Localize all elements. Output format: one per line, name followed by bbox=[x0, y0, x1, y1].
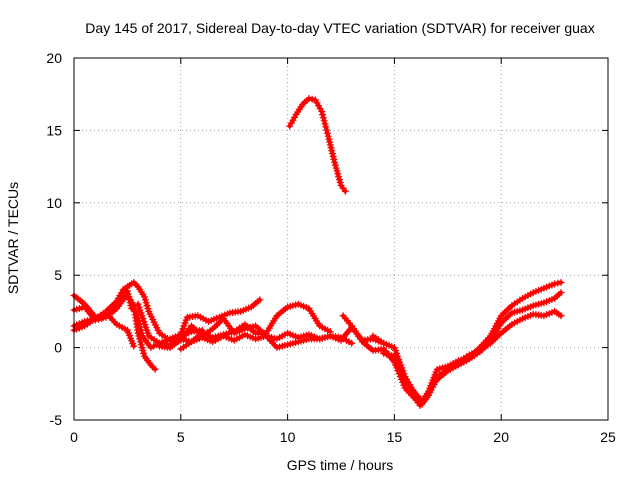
data-point-marker bbox=[557, 289, 565, 297]
data-point-marker bbox=[305, 95, 313, 103]
data-point-marker bbox=[136, 323, 144, 331]
data-point-marker bbox=[341, 187, 349, 195]
data-point-marker bbox=[134, 314, 142, 322]
y-tick-label: 5 bbox=[54, 267, 62, 283]
axis-ticks: 0 5 10 15 20 25 -5 0 5 10 15 20 bbox=[46, 50, 616, 445]
data-point-marker bbox=[554, 279, 562, 287]
data-point-marker bbox=[133, 310, 141, 318]
x-tick-label: 25 bbox=[600, 429, 616, 445]
series-s11 bbox=[380, 278, 565, 405]
series-s8 bbox=[286, 95, 349, 195]
data-point-marker bbox=[319, 114, 327, 122]
y-axis-label: SDTVAR / TECUs bbox=[5, 182, 21, 294]
x-tick-label: 20 bbox=[493, 429, 509, 445]
series-s7 bbox=[155, 331, 356, 352]
data-series bbox=[70, 95, 565, 410]
data-point-marker bbox=[130, 342, 138, 350]
data-point-marker bbox=[551, 280, 559, 288]
data-point-marker bbox=[319, 111, 327, 119]
y-tick-label: -5 bbox=[50, 412, 63, 428]
data-point-marker bbox=[323, 129, 331, 137]
x-tick-label: 10 bbox=[280, 429, 296, 445]
x-axis-label: GPS time / hours bbox=[287, 457, 394, 473]
data-point-marker bbox=[321, 120, 329, 128]
data-point-marker bbox=[135, 320, 143, 328]
data-point-marker bbox=[138, 329, 146, 337]
data-point-marker bbox=[320, 117, 328, 125]
data-point-marker bbox=[322, 123, 330, 131]
x-tick-label: 0 bbox=[70, 429, 78, 445]
x-tick-label: 5 bbox=[177, 429, 185, 445]
data-point-marker bbox=[323, 126, 331, 134]
data-point-marker bbox=[151, 365, 159, 373]
data-point-marker bbox=[132, 307, 140, 315]
data-point-marker bbox=[134, 317, 142, 325]
grid-lines bbox=[74, 58, 608, 420]
data-point-marker bbox=[348, 339, 356, 347]
series-s9 bbox=[339, 289, 565, 410]
x-tick-label: 15 bbox=[387, 429, 403, 445]
data-point-marker bbox=[557, 278, 565, 286]
data-point-marker bbox=[318, 108, 326, 116]
y-tick-label: 10 bbox=[46, 195, 62, 211]
series-s4 bbox=[70, 309, 138, 350]
y-tick-label: 20 bbox=[46, 50, 62, 66]
data-point-marker bbox=[256, 296, 264, 304]
chart-title: Day 145 of 2017, Sidereal Day-to-day VTE… bbox=[85, 20, 594, 36]
y-tick-label: 0 bbox=[54, 340, 62, 356]
data-point-marker bbox=[308, 95, 316, 103]
data-point-marker bbox=[137, 326, 145, 334]
data-point-marker bbox=[557, 312, 565, 320]
y-tick-label: 15 bbox=[46, 122, 62, 138]
plot-frame bbox=[73, 57, 609, 421]
